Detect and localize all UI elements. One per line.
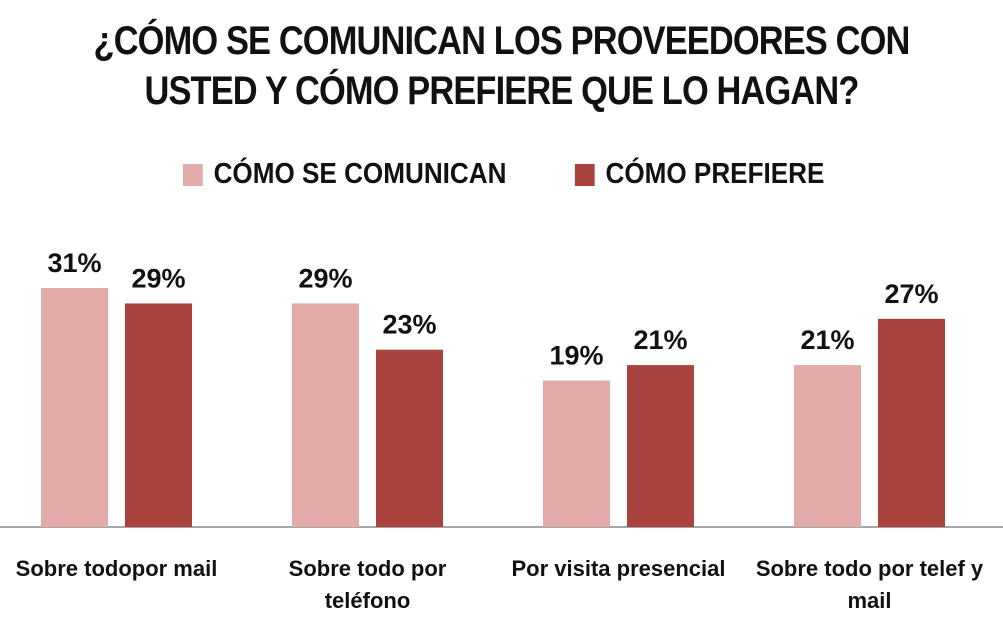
data-label-2-1: 29% [131,263,185,293]
data-label-2-4: 27% [884,279,938,309]
chart-title-line-2: USTED Y CÓMO PREFIERE QUE LO HAGAN? [144,69,859,113]
legend-item-series-2: CÓMO PREFIERE [574,158,824,191]
legend-label-series-2: CÓMO PREFIERE [605,158,825,190]
chart-title-line-1: ¿CÓMO SE COMUNICAN LOS PROVEEDORES CON [93,19,911,63]
legend-label-series-1: CÓMO SE COMUNICAN [213,158,507,190]
category-label-1: Sobre todopor mail [16,556,218,581]
data-label-2-3: 21% [633,325,687,355]
legend-swatch-series-2 [574,163,595,186]
bar-2-2 [376,349,443,527]
bar-1-3 [543,380,610,527]
bar-1-4 [794,365,861,527]
category-label-4: Sobre todo por telef y mail [756,556,984,613]
data-label-1-3: 19% [549,341,603,371]
bar-1-2 [292,303,359,527]
category-label-2: Sobre todo por teléfono [289,556,447,613]
data-label-2-2: 23% [382,310,436,340]
bar-2-3 [627,365,694,527]
bar-1-1 [41,288,108,527]
data-label-1-1: 31% [47,248,101,278]
legend-item-series-1: CÓMO SE COMUNICAN [183,158,507,191]
data-label-1-2: 29% [298,263,352,293]
category-label-3: Por visita presencial [512,556,726,581]
chart-title: ¿CÓMO SE COMUNICAN LOS PROVEEDORES CON U… [70,16,933,116]
legend: CÓMO SE COMUNICAN CÓMO PREFIERE [0,158,1003,191]
bar-2-4 [878,318,945,527]
bar-2-1 [125,303,192,527]
data-label-1-4: 21% [800,325,854,355]
legend-swatch-series-1 [183,163,203,186]
